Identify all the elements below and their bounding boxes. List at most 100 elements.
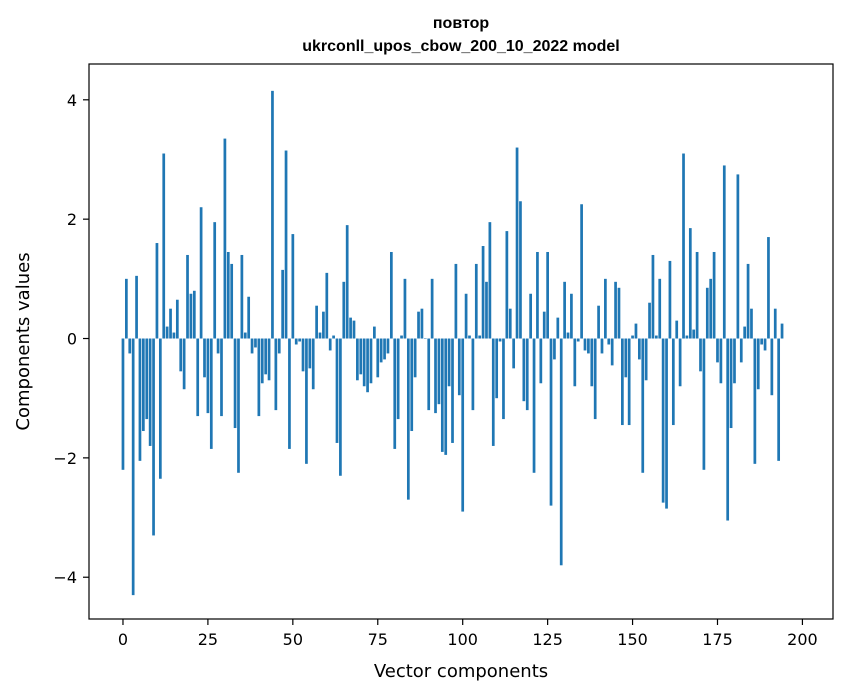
bar: [597, 305, 600, 339]
bar: [767, 237, 770, 339]
bar: [155, 243, 159, 339]
bar: [641, 338, 645, 473]
bar: [491, 338, 495, 446]
bar: [661, 338, 665, 503]
plot-area-frame: [88, 63, 834, 620]
bar: [583, 338, 587, 351]
bar: [352, 320, 356, 339]
y-tick-label: −4: [53, 568, 77, 587]
bar: [542, 311, 546, 339]
bar: [186, 254, 189, 339]
bar: [505, 231, 509, 339]
bar: [770, 338, 774, 396]
bar: [332, 335, 335, 339]
bar: [206, 338, 210, 414]
bar: [498, 338, 502, 342]
x-tick-label: 200: [787, 630, 818, 649]
bar: [264, 338, 268, 375]
bar: [342, 281, 346, 339]
bar: [610, 338, 614, 366]
bar: [624, 338, 628, 378]
bar: [349, 317, 352, 339]
bar: [196, 338, 200, 417]
x-axis-label: Vector components: [374, 661, 548, 682]
bar: [254, 338, 257, 348]
bar: [199, 207, 203, 339]
bar: [580, 204, 583, 339]
bar: [556, 317, 560, 339]
x-tick-label: 125: [532, 630, 563, 649]
bar: [474, 263, 478, 339]
bar: [576, 338, 580, 342]
bar: [726, 338, 730, 521]
bar: [373, 326, 376, 339]
bar: [325, 272, 329, 339]
y-axis-label: Components values: [13, 252, 34, 430]
bar: [536, 251, 539, 339]
bar: [485, 281, 488, 339]
bar: [192, 290, 196, 339]
bar: [189, 293, 193, 339]
bar: [162, 153, 166, 339]
bar: [637, 338, 641, 360]
bar: [172, 332, 176, 339]
x-tick-label: 50: [283, 630, 303, 649]
bar: [753, 338, 757, 464]
bar: [315, 305, 318, 339]
bar: [719, 338, 723, 384]
bar: [746, 263, 750, 339]
bar: [495, 338, 499, 399]
x-tick-label: 100: [447, 630, 478, 649]
bar: [512, 338, 516, 369]
bar: [756, 338, 760, 390]
bar: [709, 278, 713, 339]
bar: [648, 302, 651, 339]
bar: [383, 338, 386, 360]
bar: [260, 338, 264, 384]
bar: [525, 338, 529, 411]
bar: [593, 338, 597, 420]
bar: [135, 275, 138, 339]
bar: [573, 338, 577, 387]
bar: [563, 281, 566, 339]
bar: [410, 338, 414, 432]
bar: [291, 234, 295, 339]
bar: [695, 251, 699, 339]
bar: [298, 338, 301, 342]
bar: [230, 263, 234, 339]
bar-series: [121, 90, 784, 596]
bar: [502, 338, 505, 420]
bar: [322, 311, 325, 339]
bar: [220, 338, 223, 417]
bar: [570, 293, 573, 339]
bar: [644, 338, 648, 381]
bar: [274, 338, 278, 411]
bar: [427, 338, 431, 411]
bar: [121, 338, 125, 470]
bar: [671, 338, 675, 426]
x-tick-label: 150: [617, 630, 648, 649]
bar: [305, 338, 308, 464]
bar: [621, 338, 624, 426]
chart-title-line2: ukrconll_upos_cbow_200_10_2022 model: [302, 38, 619, 55]
bar: [284, 150, 288, 339]
bar: [658, 278, 662, 339]
bar: [678, 338, 682, 387]
bar: [702, 338, 706, 470]
bar: [587, 338, 590, 354]
bar: [688, 228, 692, 339]
bar: [294, 338, 298, 345]
chart-title-line1: повтор: [433, 15, 489, 32]
bar: [362, 338, 366, 387]
bar: [403, 278, 407, 339]
bar: [165, 326, 169, 339]
bar: [607, 338, 611, 345]
bar: [250, 338, 254, 354]
bar: [145, 338, 149, 420]
bar: [532, 338, 536, 473]
bar: [529, 293, 533, 339]
y-tick-label: 0: [67, 330, 77, 349]
bar: [553, 338, 556, 360]
bar: [471, 338, 475, 411]
bar: [369, 338, 373, 384]
